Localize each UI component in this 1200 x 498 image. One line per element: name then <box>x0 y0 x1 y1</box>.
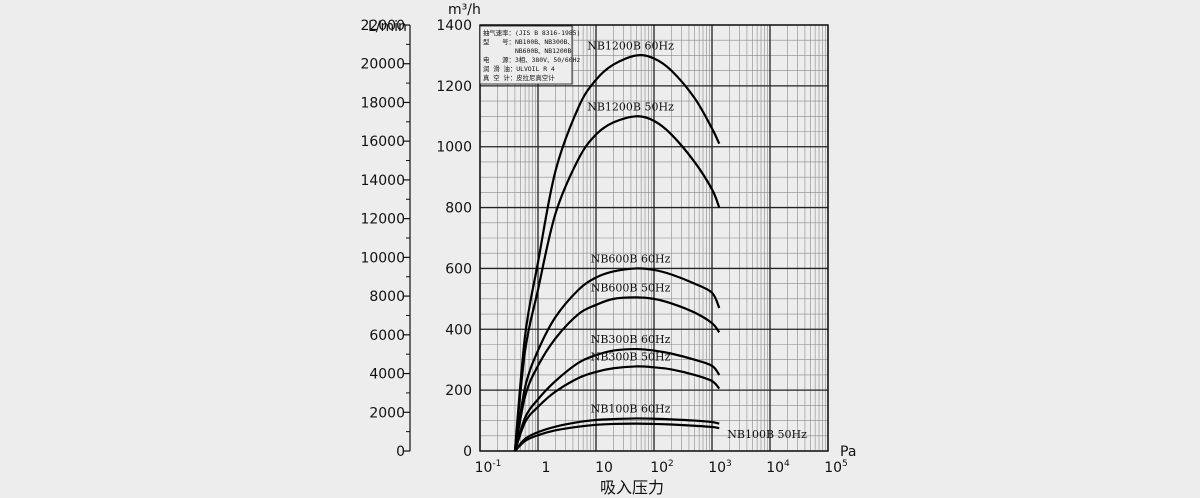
y2-tick-label: 18000 <box>360 95 405 111</box>
y2-tick-label: 14000 <box>360 173 405 189</box>
legend-line: 真 空 计：皮拉尼真空计 <box>483 73 555 82</box>
y2-tick-label: 4000 <box>369 367 405 383</box>
series-label: NB600B 60Hz <box>591 252 671 265</box>
series-label: NB1200B 50Hz <box>587 100 674 113</box>
x-tick-label: 104 <box>766 459 790 476</box>
y2-tick-label: 0 <box>396 444 405 460</box>
spec-legend-box: 抽气速率：(JIS B 8316-1985) 型 号：NB100B、NB300B… <box>479 25 580 85</box>
y-tick-label: 1000 <box>436 140 472 156</box>
series-label: NB600B 50Hz <box>591 281 671 294</box>
y2-unit-label: L/min <box>368 19 407 35</box>
series-curve <box>513 54 721 452</box>
y-unit-label: m³/h <box>448 2 481 18</box>
y2-tick-label: 10000 <box>360 250 405 266</box>
series-curve <box>514 417 720 452</box>
legend-line: 电 源：3相、380V、50/60Hz <box>483 55 580 64</box>
y2-tick-label: 22000 <box>360 18 405 34</box>
y2-tick-label: 16000 <box>360 134 405 150</box>
series-label: NB1200B 60Hz <box>587 39 674 52</box>
y-tick-label: 0 <box>463 444 472 460</box>
series-curve <box>513 296 721 452</box>
legend-line: 润 滑 油：ULVOIL R 4 <box>483 64 555 73</box>
x-tick-label: 10 <box>595 460 613 476</box>
y-axis-lmin: 0 2000 4000 6000 8000 10000 12000 14000 16000 180… <box>360 18 411 460</box>
series-label: NB100B 60Hz <box>591 402 671 415</box>
series-label: NB100B 50Hz <box>727 428 807 441</box>
x-tick-label: 103 <box>708 459 732 476</box>
x-tick-label: 102 <box>650 459 674 476</box>
x-tick-label: 1 <box>542 460 551 476</box>
legend-line: NB600B、NB1200B <box>483 47 572 55</box>
series-label: NB300B 50Hz <box>591 350 671 363</box>
series-label: NB300B 60Hz <box>591 333 671 346</box>
y2-tick-label: 8000 <box>369 289 405 305</box>
x-unit-label: Pa <box>840 444 856 460</box>
y-tick-label: 1200 <box>436 79 472 95</box>
y-tick-label: 400 <box>445 322 472 338</box>
x-tick-label: 10-1 <box>475 459 502 476</box>
plot-border <box>479 24 829 452</box>
series-curve <box>514 422 720 452</box>
y2-tick-label: 20000 <box>360 57 405 73</box>
series-curve <box>513 115 721 452</box>
y-tick-label: 800 <box>445 201 472 217</box>
y-axis-m3h: 0 200 400 600 800 1000 1200 1400 <box>436 18 472 460</box>
y2-tick-label: 2000 <box>369 405 405 421</box>
legend-line: 抽气速率：(JIS B 8316-1985) <box>483 28 580 37</box>
series-curve <box>513 347 721 452</box>
series-curve <box>513 267 721 452</box>
y-tick-label: 1400 <box>436 18 472 34</box>
x-axis: 10-1 1 10 102 103 104 105 <box>475 459 848 476</box>
y-tick-label: 200 <box>445 383 472 399</box>
y2-tick-label: 12000 <box>360 212 405 228</box>
y2-tick-label: 6000 <box>369 328 405 344</box>
curve-labels: NB1200B 60Hz NB1200B 50Hz NB600B 60Hz NB600… <box>587 39 807 441</box>
x-tick-label: 105 <box>824 459 848 476</box>
series-curve <box>513 365 721 452</box>
y-tick-label: 600 <box>445 261 472 277</box>
performance-curves <box>513 54 721 452</box>
x-axis-title: 吸入压力 <box>600 478 664 497</box>
legend-line: 型 号：NB100B、NB300B、 <box>483 37 574 46</box>
